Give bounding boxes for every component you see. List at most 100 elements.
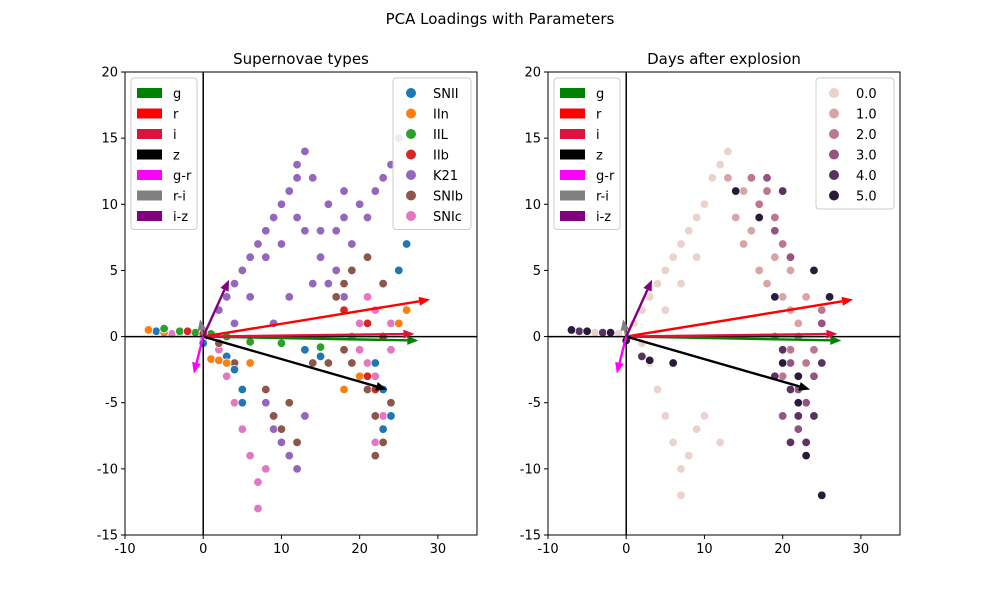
scatter-point-k21	[315, 252, 326, 262]
scatter-point-4-0	[777, 186, 788, 196]
scatter-point-k21	[315, 226, 326, 236]
x-tick-label: -10	[537, 542, 558, 557]
scatter-point-k21	[261, 252, 271, 262]
scatter-point-k21	[229, 318, 240, 329]
scatter-point-0-0	[684, 450, 694, 461]
scatter-point-0-0	[676, 490, 686, 501]
svg-text:SNIc: SNIc	[433, 210, 462, 225]
svg-text:1.0: 1.0	[856, 108, 877, 123]
scatter-point-2-0	[777, 239, 788, 249]
scatter-point-iin	[206, 354, 216, 364]
y-tick-label: 5	[533, 264, 541, 279]
y-tick-label: -5	[105, 396, 118, 411]
svg-text:IIL: IIL	[433, 128, 449, 143]
scatter-point-snic	[354, 345, 365, 355]
vector-legend-item-i: i	[560, 128, 600, 143]
scatter-point-4-0	[598, 327, 608, 338]
scatter-point-3-0	[777, 411, 788, 421]
axes-frame	[124, 71, 478, 536]
scatter-point-k21	[292, 464, 302, 474]
svg-text:g: g	[173, 87, 181, 102]
vector-arrow-g-r	[192, 336, 205, 374]
scatter-points	[566, 146, 835, 501]
y-tick-label: 10	[101, 198, 118, 213]
y-tick-label: -10	[520, 462, 541, 477]
scatter-point-0-0	[684, 226, 694, 236]
svg-text:5.0: 5.0	[856, 190, 877, 205]
svg-text:r: r	[596, 108, 602, 123]
scatter-point-5-0	[817, 490, 827, 501]
vector-legend-item-r-i: r-i	[137, 190, 186, 205]
scatter-point-snib	[378, 278, 388, 289]
scatter-point-0-0	[691, 252, 702, 262]
vector-arrow-i	[626, 329, 838, 339]
vector-legend-item-g-r: g-r	[137, 169, 192, 184]
svg-text:3.0: 3.0	[856, 149, 877, 164]
scatter-point-snic	[253, 477, 263, 487]
scatter-point-0-0	[707, 173, 717, 183]
svg-text:i-z: i-z	[596, 210, 611, 225]
scatter-point-iin	[143, 325, 154, 335]
scatter-point-k21	[331, 265, 341, 276]
panel-title: Supernovae types	[233, 50, 369, 68]
vector-arrow-i	[203, 329, 415, 339]
vector-legend-item-i-z: i-z	[560, 210, 611, 225]
scatter-point-snii	[370, 358, 381, 368]
scatter-point-0-0	[715, 437, 725, 448]
vector-legend-item-z: z	[560, 149, 603, 164]
scatter-point-snib	[292, 437, 302, 448]
hue-legend-item-iil: IIL	[406, 128, 449, 143]
svg-text:SNIb: SNIb	[433, 190, 463, 205]
vector-arrow-z	[202, 335, 388, 391]
scatter-point-1-0	[793, 318, 804, 329]
scatter-point-snib	[323, 358, 334, 368]
svg-text:i-z: i-z	[173, 210, 188, 225]
panel-title: Days after explosion	[647, 50, 801, 68]
scatter-point-k21	[268, 212, 279, 223]
scatter-point-5-0	[731, 186, 741, 196]
scatter-point-snic	[370, 437, 381, 448]
scatter-point-k21	[300, 226, 310, 236]
scatter-point-0-0	[660, 411, 671, 421]
svg-text:K21: K21	[433, 169, 458, 184]
vector-arrow-r	[626, 296, 854, 338]
scatter-point-0-0	[676, 464, 686, 474]
scatter-point-iin	[221, 358, 232, 368]
svg-text:i: i	[596, 128, 600, 143]
scatter-point-snib	[370, 411, 381, 421]
scatter-point-iin	[245, 358, 255, 368]
scatter-point-2-0	[809, 345, 819, 355]
scatter-point-snib	[362, 252, 373, 262]
y-tick-label: 20	[101, 66, 118, 81]
axes-frame	[547, 71, 901, 536]
scatter-point-iil	[159, 323, 169, 334]
vector-legend-item-i: i	[137, 128, 177, 143]
x-tick-label: 10	[273, 542, 290, 557]
hue-legend-item-iin: IIn	[406, 108, 449, 123]
scatter-point-k21	[284, 450, 294, 461]
scatter-point-4-0	[817, 358, 827, 368]
scatter-point-snib	[378, 437, 388, 448]
vector-arrow-i-z	[202, 279, 230, 338]
scatter-point-5-0	[777, 358, 788, 368]
scatter-point-snib	[347, 358, 357, 368]
hue-legend-item-iib: IIb	[406, 149, 449, 164]
scatter-point-5-0	[809, 265, 819, 276]
scatter-point-k21	[323, 199, 334, 209]
hue-legend-item-4-0: 4.0	[829, 169, 877, 184]
scatter-point-snib	[362, 384, 373, 395]
scatter-point-k21	[276, 199, 287, 209]
x-tick-label: 30	[853, 542, 870, 557]
scatter-point-k21	[292, 212, 302, 223]
y-tick-label: 0	[110, 330, 118, 345]
scatter-point-k21	[229, 278, 240, 289]
svg-text:g-r: g-r	[596, 169, 615, 184]
svg-text:IIb: IIb	[433, 149, 449, 164]
hue-legend-item-k21: K21	[406, 169, 458, 184]
scatter-point-k21	[276, 239, 287, 249]
panel-supernovae-types: Supernovae types-10 0 10 20 30-15-10-5051015…	[97, 50, 478, 557]
scatter-point-5-0	[605, 327, 616, 338]
scatter-point-0-0	[723, 146, 733, 157]
scatter-point-3-0	[785, 358, 796, 368]
